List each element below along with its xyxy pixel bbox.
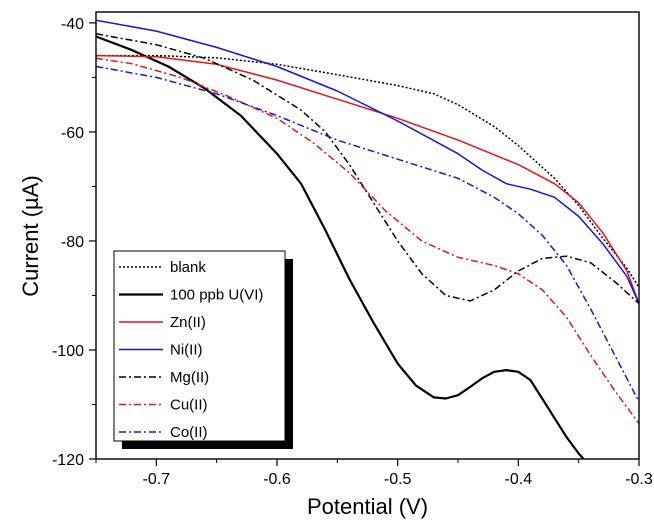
y-tick-label: -40 <box>61 16 84 33</box>
series-line-100-ppb-u-vi <box>96 35 585 459</box>
legend-label-mg-ii: Mg(II) <box>170 369 209 386</box>
legend-entries: blank 100 ppb U(VI) Zn(II) Ni(II) Mg(II) Cu(I… <box>119 259 263 441</box>
y-axis-title: Current (µA) <box>18 175 43 296</box>
series-line-cu-ii <box>96 57 639 425</box>
series-line-co-ii <box>96 65 639 403</box>
x-tick-label: -0.7 <box>143 471 171 488</box>
series-line-ni-ii <box>96 19 639 304</box>
x-tick-label: -0.4 <box>505 471 533 488</box>
legend-label-co-ii: Co(II) <box>170 424 208 441</box>
series-line-mg-ii <box>96 33 639 305</box>
legend-label-100-ppb-u-vi: 100 ppb U(VI) <box>170 287 263 304</box>
plot-frame <box>95 11 640 460</box>
y-tick-label: -80 <box>61 234 84 251</box>
x-tick-label: -0.3 <box>625 471 653 488</box>
series-layer <box>96 19 639 459</box>
legend-label-ni-ii: Ni(II) <box>170 342 203 359</box>
ticks-layer: -0.7 -0.6 -0.5 -0.4 -0.3 -120 -100 -80 -60 -40 <box>52 16 653 488</box>
legend: blank 100 ppb U(VI) Zn(II) Ni(II) Mg(II) Cu(I… <box>113 250 293 449</box>
x-tick-label: -0.6 <box>263 471 291 488</box>
legend-box <box>113 250 286 442</box>
x-axis-title: Potential (V) <box>307 494 428 519</box>
legend-label-cu-ii: Cu(II) <box>170 397 208 414</box>
y-tick-label: -120 <box>52 452 84 469</box>
legend-label-zn-ii: Zn(II) <box>170 314 206 331</box>
y-tick-label: -60 <box>61 125 84 142</box>
y-tick-label: -100 <box>52 343 84 360</box>
legend-label-blank: blank <box>170 259 206 276</box>
x-tick-label: -0.5 <box>384 471 412 488</box>
series-line-blank <box>96 54 639 288</box>
